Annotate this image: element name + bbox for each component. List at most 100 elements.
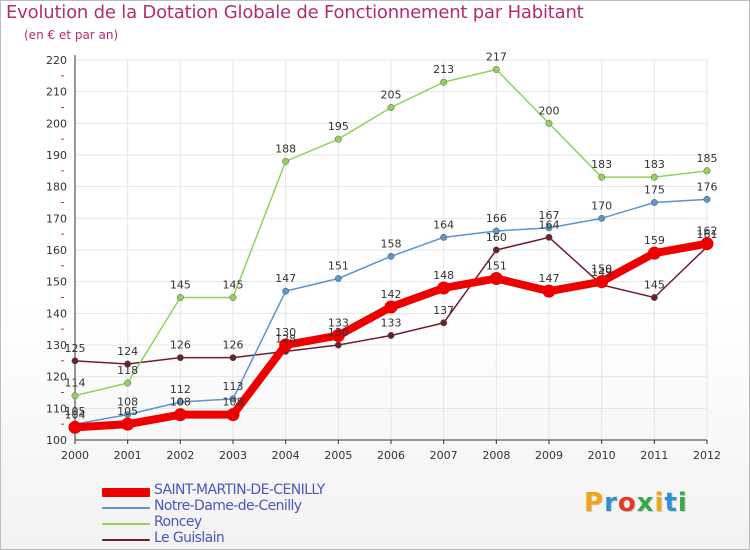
- logo-letter: i: [654, 488, 665, 518]
- data-point: [492, 246, 500, 254]
- data-label: 213: [433, 63, 454, 76]
- data-label: 105: [65, 405, 86, 418]
- data-label: 170: [591, 199, 612, 212]
- data-point: [542, 284, 556, 298]
- data-label: 158: [381, 237, 402, 250]
- data-point: [334, 135, 342, 143]
- data-point: [176, 354, 184, 362]
- data-label: 147: [539, 272, 560, 285]
- data-label: 126: [223, 339, 244, 352]
- x-tick-label: 2011: [640, 449, 668, 462]
- data-point: [647, 246, 661, 260]
- data-label: 159: [644, 234, 665, 247]
- data-label: 145: [223, 279, 244, 292]
- data-label: 148: [433, 269, 454, 282]
- legend-swatch-notre-dame: [102, 507, 150, 509]
- x-tick-label: 2007: [430, 449, 458, 462]
- data-point: [176, 398, 184, 406]
- x-tick-label: 2005: [324, 449, 352, 462]
- data-point: [121, 417, 135, 431]
- data-point: [229, 395, 237, 403]
- proxiti-logo: Proxiti: [584, 488, 688, 518]
- data-label: 162: [697, 225, 718, 238]
- y-tick-label: 110: [46, 402, 67, 415]
- legend-swatch-saint-martin: [102, 488, 150, 497]
- x-tick-label: 2002: [166, 449, 194, 462]
- y-tick-label: 210: [46, 86, 67, 99]
- data-label: 200: [539, 104, 560, 117]
- y-tick-label: 170: [46, 212, 67, 225]
- data-label: 125: [65, 342, 86, 355]
- data-label: 149: [591, 266, 612, 279]
- data-point: [650, 173, 658, 181]
- data-label: 128: [275, 332, 296, 345]
- data-label: 164: [539, 218, 560, 231]
- data-label: 142: [381, 288, 402, 301]
- data-point: [650, 199, 658, 206]
- data-point: [387, 252, 395, 260]
- data-label: 108: [170, 396, 191, 409]
- data-label: 183: [644, 158, 665, 171]
- data-point: [124, 379, 132, 387]
- data-label: 183: [591, 158, 612, 171]
- logo-letter: r: [604, 488, 618, 518]
- data-point: [173, 408, 187, 422]
- y-tick-label: 180: [46, 181, 67, 194]
- data-point: [387, 332, 395, 339]
- x-tick-label: 2006: [377, 449, 405, 462]
- data-point: [703, 195, 711, 203]
- data-point: [650, 294, 658, 301]
- data-point: [124, 360, 132, 368]
- y-tick-label: 150: [46, 276, 67, 289]
- data-point: [176, 294, 184, 301]
- data-point: [703, 167, 711, 175]
- data-point: [700, 237, 714, 251]
- data-point: [492, 66, 500, 73]
- data-point: [71, 392, 79, 400]
- data-label: 176: [697, 180, 718, 193]
- data-label: 104: [65, 408, 86, 421]
- data-label: 161: [697, 228, 718, 241]
- y-tick-label: 200: [46, 117, 67, 130]
- data-label: 205: [381, 89, 402, 102]
- data-label: 108: [117, 396, 138, 409]
- x-tick-label: 2000: [61, 449, 89, 462]
- data-point: [229, 354, 237, 362]
- legend-label: Notre-Dame-de-Cenilly: [154, 498, 302, 514]
- data-point: [387, 104, 395, 111]
- data-point: [279, 338, 293, 352]
- data-label: 185: [697, 152, 718, 165]
- data-label: 164: [433, 218, 454, 231]
- y-tick-label: 100: [46, 434, 67, 447]
- data-point: [331, 329, 345, 342]
- data-point: [437, 281, 451, 295]
- x-tick-label: 2004: [272, 449, 300, 462]
- data-label: 105: [117, 405, 138, 418]
- data-point: [595, 275, 609, 289]
- data-point: [545, 233, 553, 241]
- data-label: 133: [328, 317, 349, 330]
- data-point: [334, 275, 342, 282]
- data-point: [226, 408, 240, 422]
- data-point: [440, 78, 448, 86]
- chart-subtitle: (en € et par an): [24, 28, 119, 42]
- data-point: [334, 341, 342, 349]
- data-label: 150: [591, 263, 612, 276]
- data-label: 118: [117, 364, 138, 377]
- x-tick-label: 2003: [219, 449, 247, 462]
- data-label: 167: [539, 209, 560, 222]
- data-label: 188: [275, 142, 296, 155]
- data-point: [492, 227, 500, 235]
- y-tick-label: 190: [46, 149, 67, 162]
- y-tick-label: 160: [46, 244, 67, 257]
- logo-letter: o: [617, 488, 637, 518]
- data-label: 160: [486, 231, 507, 244]
- data-label: 145: [170, 279, 191, 292]
- y-tick-label: 120: [46, 371, 67, 384]
- data-label: 147: [275, 272, 296, 285]
- data-point: [71, 357, 79, 365]
- data-label: 126: [170, 339, 191, 352]
- logo-letter: P: [584, 488, 605, 518]
- legend-label: SAINT-MARTIN-DE-CENILLY: [154, 482, 325, 498]
